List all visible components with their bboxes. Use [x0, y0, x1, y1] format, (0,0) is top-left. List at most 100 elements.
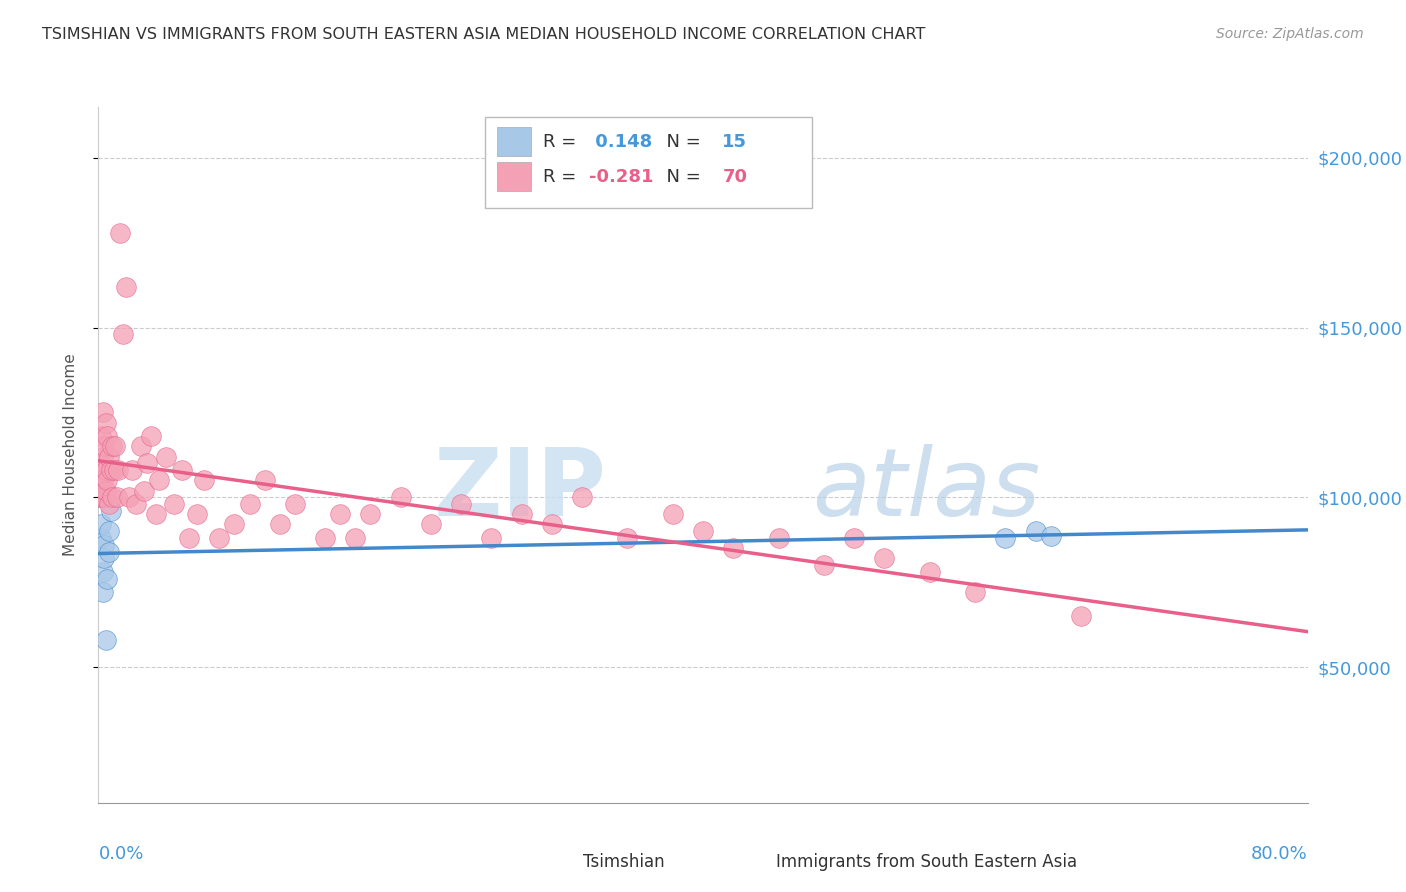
Text: N =: N =: [655, 133, 706, 151]
Point: [813, 558, 835, 573]
Point: [107, 463, 129, 477]
Point: [269, 517, 291, 532]
Point: [90, 517, 112, 532]
Point: [101, 491, 124, 505]
Point: [1070, 609, 1092, 624]
Point: [135, 457, 157, 471]
Point: [90, 531, 112, 545]
Point: [1024, 524, 1046, 539]
Point: [329, 508, 352, 522]
Point: [96, 572, 118, 586]
Point: [93, 439, 115, 453]
Point: [481, 531, 503, 545]
Point: [114, 280, 136, 294]
Point: [94, 416, 117, 430]
Point: [89, 491, 111, 505]
Point: [253, 474, 276, 488]
Point: [94, 632, 117, 647]
Point: [844, 531, 866, 545]
Point: [108, 226, 131, 240]
Point: [179, 531, 201, 545]
Point: [284, 497, 307, 511]
Point: [91, 405, 114, 419]
Point: [98, 450, 121, 464]
Point: [90, 429, 112, 443]
Point: [208, 531, 231, 545]
Point: [111, 327, 134, 342]
Point: [121, 463, 143, 477]
Point: [420, 517, 443, 532]
Point: [94, 463, 117, 477]
Point: [132, 483, 155, 498]
Point: [965, 585, 987, 599]
Point: [125, 497, 148, 511]
Point: [118, 491, 141, 505]
Text: R =: R =: [543, 133, 582, 151]
Text: 0.148: 0.148: [589, 133, 652, 151]
Text: atlas: atlas: [811, 444, 1040, 535]
Point: [90, 491, 112, 505]
Point: [91, 585, 114, 599]
Point: [616, 531, 638, 545]
Point: [104, 439, 127, 453]
Point: [224, 517, 246, 532]
Point: [100, 463, 122, 477]
Point: [90, 463, 112, 477]
Point: [510, 508, 533, 522]
Text: TSIMSHIAN VS IMMIGRANTS FROM SOUTH EASTERN ASIA MEDIAN HOUSEHOLD INCOME CORRELAT: TSIMSHIAN VS IMMIGRANTS FROM SOUTH EASTE…: [42, 27, 925, 42]
Point: [148, 474, 170, 488]
Point: [89, 474, 111, 488]
Y-axis label: Median Household Income: Median Household Income: [63, 353, 77, 557]
Text: 0.0%: 0.0%: [98, 845, 143, 863]
Point: [360, 508, 382, 522]
Bar: [498, 128, 531, 156]
Point: [98, 497, 121, 511]
FancyBboxPatch shape: [485, 118, 811, 208]
Point: [91, 565, 114, 579]
Point: [141, 429, 163, 443]
Point: [93, 538, 115, 552]
Point: [89, 457, 111, 471]
Text: 15: 15: [723, 133, 748, 151]
Point: [239, 497, 262, 511]
Point: [91, 474, 114, 488]
Point: [873, 551, 896, 566]
Point: [94, 483, 117, 498]
Point: [101, 439, 124, 453]
Point: [344, 531, 367, 545]
Point: [193, 474, 215, 488]
Point: [93, 491, 115, 505]
Point: [994, 531, 1017, 545]
Text: Immigrants from South Eastern Asia: Immigrants from South Eastern Asia: [776, 853, 1077, 871]
Point: [450, 497, 472, 511]
Point: [768, 531, 790, 545]
Point: [692, 524, 714, 539]
Point: [93, 551, 115, 566]
Bar: [727, 855, 766, 868]
Point: [314, 531, 336, 545]
Text: -0.281: -0.281: [589, 168, 654, 186]
Point: [155, 450, 177, 464]
Point: [540, 517, 562, 532]
Point: [571, 491, 593, 505]
Point: [662, 508, 685, 522]
Point: [98, 524, 121, 539]
Point: [163, 497, 186, 511]
Text: Tsimshian: Tsimshian: [582, 853, 664, 871]
Text: N =: N =: [655, 168, 706, 186]
Point: [145, 508, 167, 522]
Point: [103, 463, 125, 477]
Point: [170, 463, 193, 477]
Point: [96, 429, 118, 443]
Point: [98, 544, 121, 558]
Point: [100, 504, 122, 518]
Text: 80.0%: 80.0%: [1251, 845, 1308, 863]
Text: 70: 70: [723, 168, 748, 186]
Bar: [534, 855, 572, 868]
Text: R =: R =: [543, 168, 582, 186]
Point: [96, 474, 118, 488]
Bar: [498, 162, 531, 191]
Point: [723, 541, 745, 556]
Text: Source: ZipAtlas.com: Source: ZipAtlas.com: [1216, 27, 1364, 41]
Point: [389, 491, 412, 505]
